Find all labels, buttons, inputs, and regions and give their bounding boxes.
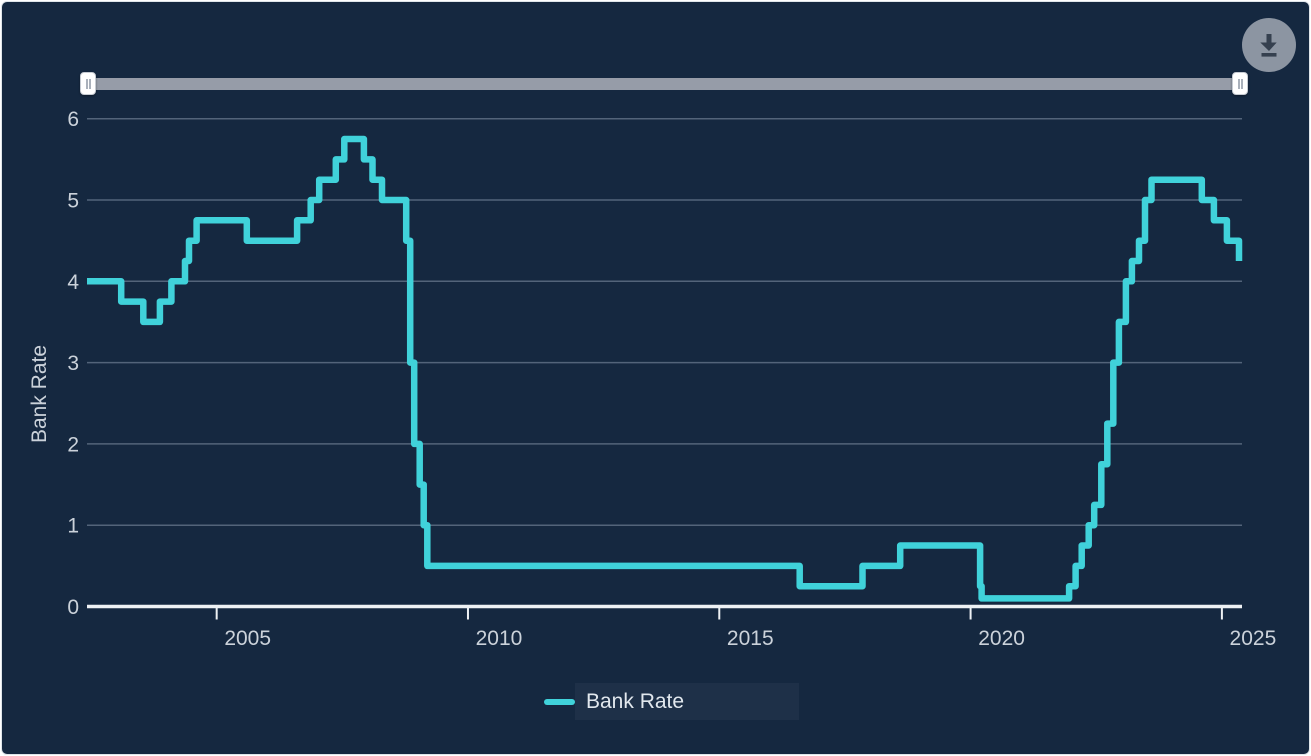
svg-text:0: 0 <box>67 596 79 619</box>
slider-grip-icon <box>85 78 91 89</box>
legend-highlight-box <box>575 683 799 720</box>
download-button[interactable] <box>1242 18 1296 72</box>
svg-text:2005: 2005 <box>224 627 271 650</box>
range-slider-track[interactable] <box>88 78 1240 90</box>
y-axis-title: Bank Rate <box>28 344 51 444</box>
svg-text:2020: 2020 <box>978 627 1025 650</box>
svg-text:2010: 2010 <box>476 627 523 650</box>
svg-text:5: 5 <box>67 190 79 213</box>
svg-text:6: 6 <box>67 108 79 131</box>
legend-label: Bank Rate <box>586 690 685 713</box>
svg-text:1: 1 <box>67 515 79 538</box>
legend-line-swatch <box>544 699 575 705</box>
svg-text:2015: 2015 <box>727 627 774 650</box>
svg-text:4: 4 <box>67 271 79 294</box>
range-slider-handle-left[interactable] <box>80 72 96 95</box>
range-slider[interactable] <box>80 72 1248 96</box>
svg-text:2025: 2025 <box>1230 627 1277 650</box>
svg-text:2: 2 <box>67 433 79 456</box>
range-slider-handle-right[interactable] <box>1232 72 1248 95</box>
svg-text:3: 3 <box>67 352 79 375</box>
slider-grip-icon <box>1237 78 1243 89</box>
legend-item-bank-rate[interactable]: Bank Rate <box>544 690 684 714</box>
download-icon <box>1260 34 1277 57</box>
